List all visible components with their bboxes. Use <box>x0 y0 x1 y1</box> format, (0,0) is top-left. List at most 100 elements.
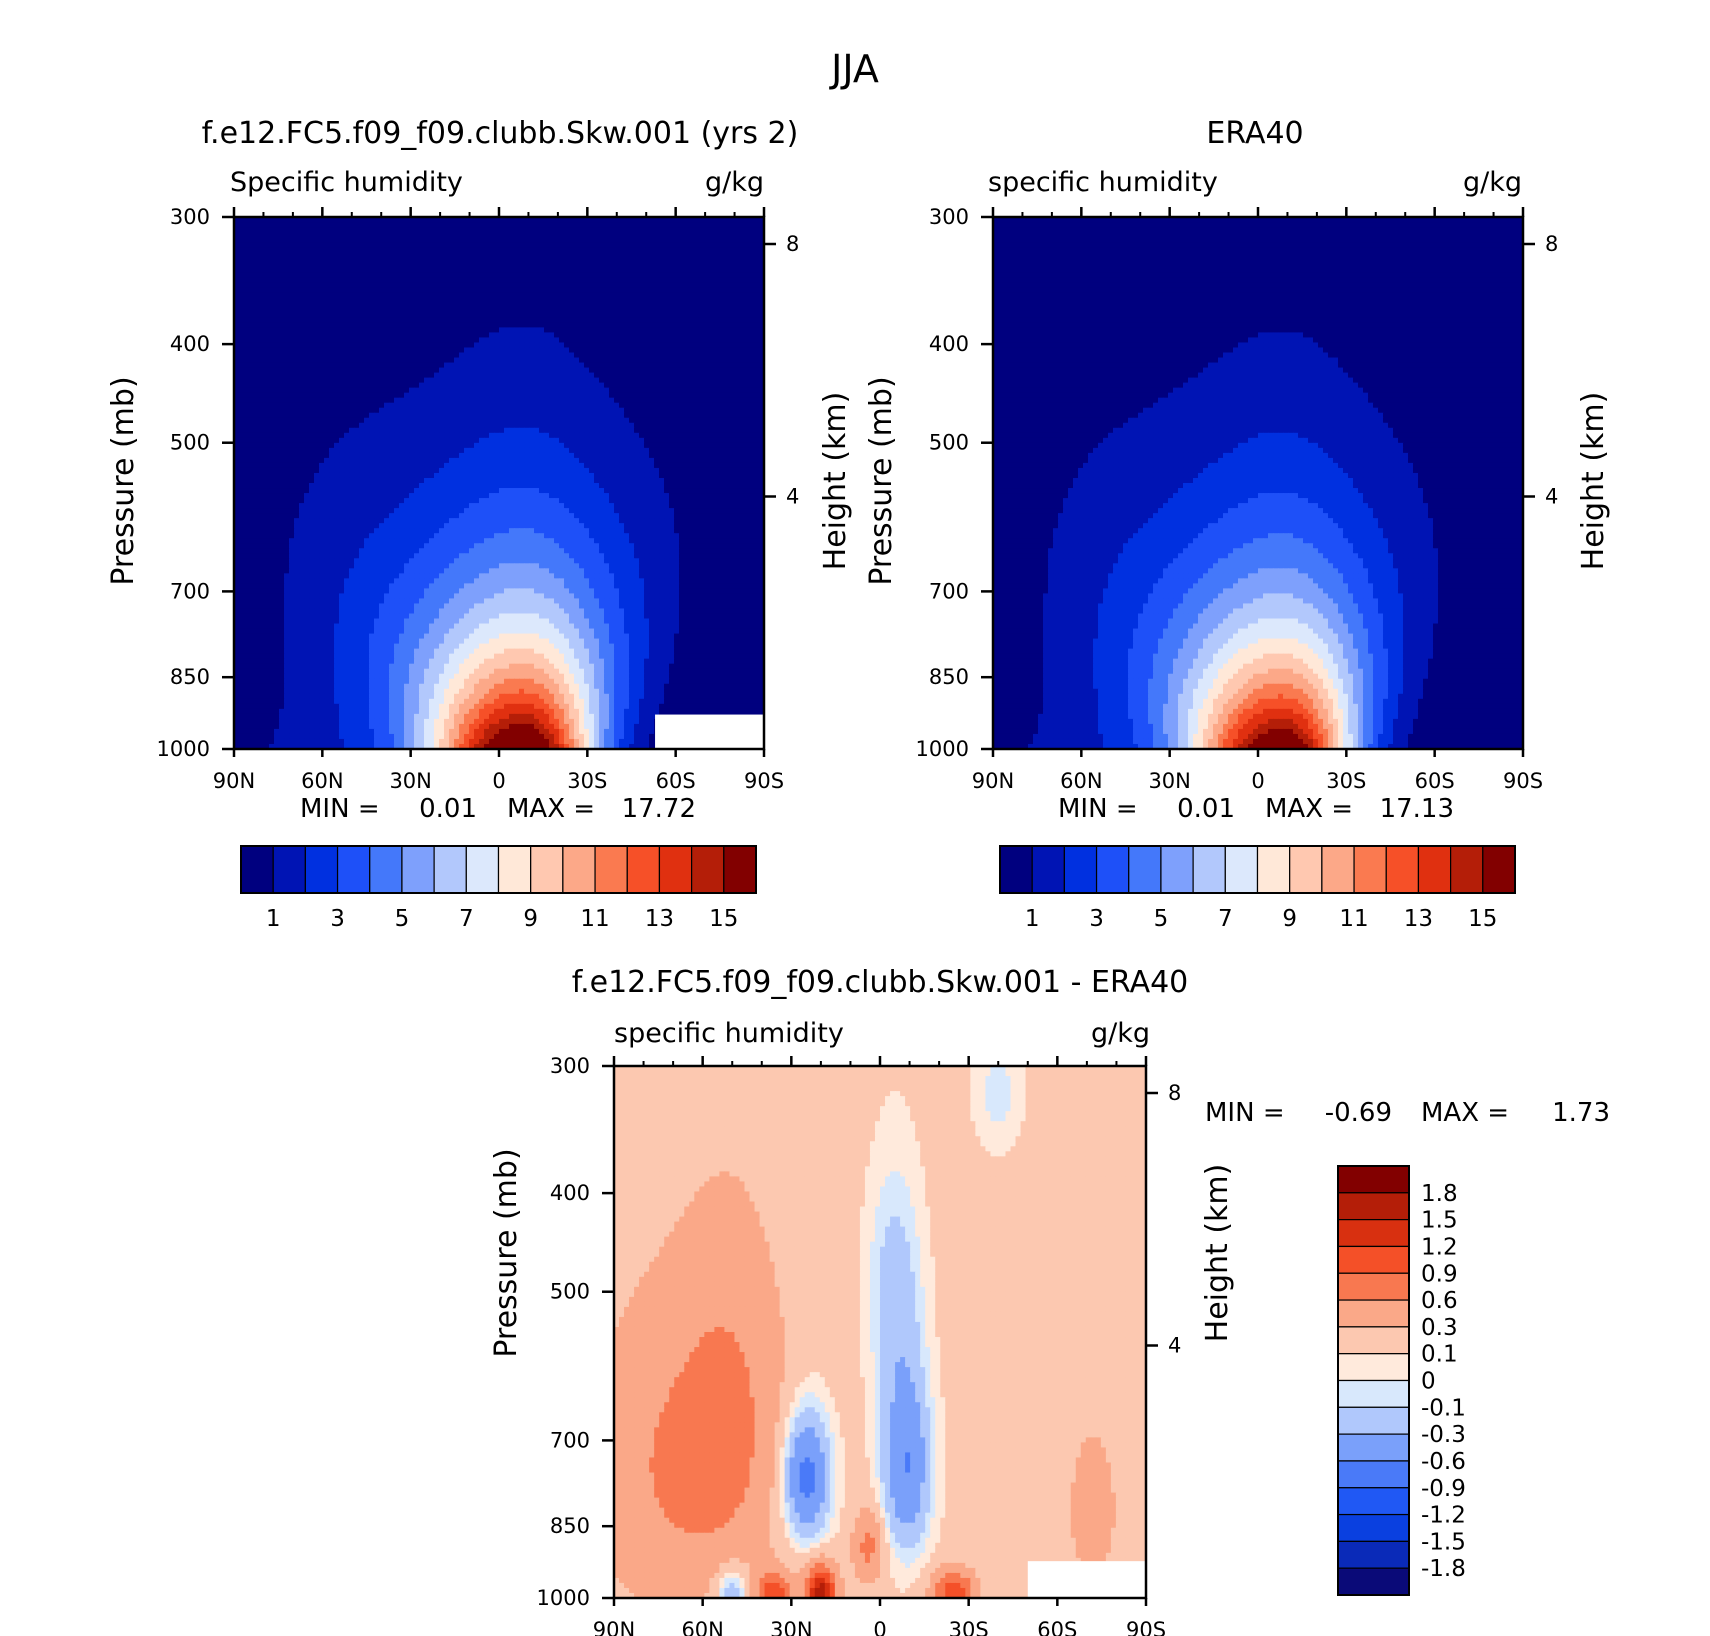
contour-cell <box>624 437 630 444</box>
contour-cell <box>729 372 735 379</box>
contour-cell <box>464 252 470 258</box>
contour-cell <box>289 342 295 349</box>
contour-cell <box>664 317 670 323</box>
contour-cell <box>509 427 515 434</box>
contour-cell <box>709 427 715 434</box>
contour-cell <box>549 257 555 263</box>
contour-cell <box>469 352 475 359</box>
contour-cell <box>459 247 465 253</box>
contour-cell <box>754 272 760 278</box>
contour-cell <box>709 297 715 303</box>
contour-cell <box>274 372 280 379</box>
contour-cell <box>624 247 630 253</box>
contour-cell <box>439 377 445 384</box>
contour-cell <box>479 427 485 434</box>
contour-cell <box>679 267 685 273</box>
contour-cell <box>349 347 355 354</box>
contour-cell <box>539 327 545 334</box>
contour-cell <box>434 272 440 278</box>
contour-cell <box>504 332 510 339</box>
contour-cell <box>519 442 525 449</box>
contour-cell <box>404 222 410 228</box>
contour-cell <box>374 362 380 369</box>
contour-cell <box>419 247 425 253</box>
contour-cell <box>674 297 680 303</box>
contour-cell <box>509 332 515 339</box>
contour-cell <box>394 447 400 454</box>
contour-cell <box>464 367 470 374</box>
contour-cell <box>619 312 625 318</box>
contour-cell <box>359 312 365 318</box>
contour-cell <box>749 442 755 449</box>
contour-cell <box>474 287 480 293</box>
contour-cell <box>629 297 635 303</box>
contour-cell <box>329 302 335 308</box>
contour-cell <box>369 282 375 288</box>
contour-cell <box>399 442 405 449</box>
contour-cell <box>549 232 555 238</box>
contour-cell <box>369 257 375 263</box>
contour-cell <box>644 397 650 404</box>
contour-cell <box>629 317 635 323</box>
contour-cell <box>669 382 675 389</box>
contour-cell <box>639 217 645 223</box>
contour-cell <box>759 217 764 223</box>
contour-cell <box>529 242 535 248</box>
contour-cell <box>554 217 560 223</box>
contour-cell <box>389 252 395 258</box>
contour-cell <box>364 412 370 419</box>
contour-cell <box>304 347 310 354</box>
contour-cell <box>484 292 490 298</box>
contour-cell <box>474 217 480 223</box>
contour-cell <box>479 267 485 273</box>
contour-cell <box>734 232 740 238</box>
contour-cell <box>619 367 625 374</box>
contour-cell <box>529 297 535 303</box>
contour-cell <box>529 292 535 298</box>
contour-cell <box>264 367 270 374</box>
contour-cell <box>734 277 740 283</box>
contour-cell <box>479 397 485 404</box>
contour-cell <box>259 222 265 228</box>
contour-cell <box>564 387 570 394</box>
contour-cell <box>524 292 530 298</box>
contour-cell <box>289 432 295 439</box>
contour-cell <box>729 242 735 248</box>
contour-cell <box>314 372 320 379</box>
contour-cell <box>494 432 500 439</box>
contour-cell <box>504 427 510 434</box>
contour-cell <box>539 367 545 374</box>
contour-cell <box>334 317 340 323</box>
contour-cell <box>584 217 590 223</box>
contour-cell <box>234 232 240 238</box>
contour-cell <box>684 237 690 243</box>
contour-cell <box>334 427 340 434</box>
contour-cell <box>244 302 250 308</box>
contour-cell <box>324 367 330 374</box>
contour-cell <box>309 447 315 454</box>
contour-cell <box>719 277 725 283</box>
contour-cell <box>444 257 450 263</box>
contour-cell <box>484 357 490 364</box>
contour-cell <box>429 387 435 394</box>
contour-cell <box>304 377 310 384</box>
contour-cell <box>429 357 435 364</box>
contour-cell <box>394 237 400 243</box>
contour-cell <box>549 397 555 404</box>
contour-cell <box>644 332 650 339</box>
contour-cell <box>439 312 445 318</box>
contour-cell <box>734 297 740 303</box>
contour-cell <box>404 447 410 454</box>
contour-cell <box>634 412 640 419</box>
contour-cell <box>409 307 415 313</box>
contour-cell <box>634 317 640 323</box>
contour-cell <box>334 287 340 293</box>
contour-cell <box>449 407 455 414</box>
contour-cell <box>734 407 740 414</box>
contour-cell <box>409 347 415 354</box>
contour-cell <box>434 372 440 379</box>
contour-cell <box>244 422 250 429</box>
contour-cell <box>429 287 435 293</box>
contour-cell <box>304 417 310 424</box>
contour-cell <box>504 347 510 354</box>
